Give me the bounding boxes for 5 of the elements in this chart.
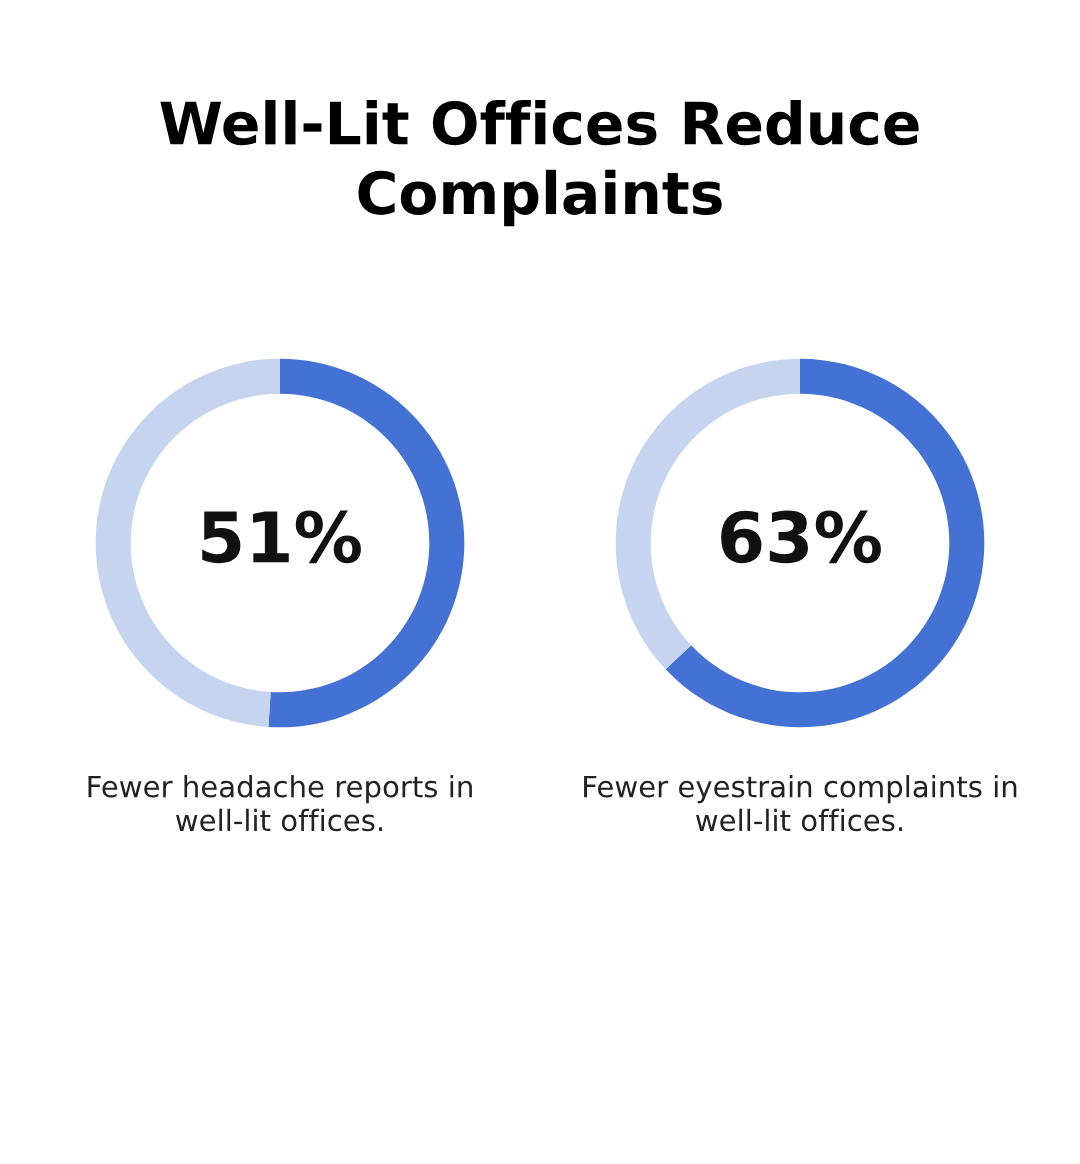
chart-title: Well-Lit Offices Reduce Complaints bbox=[160, 100, 919, 227]
text: Fewer eyestrain complaints in well-lit offices. bbox=[584, 775, 1017, 832]
text: Fewer headache reports in well-lit offices. bbox=[88, 775, 472, 832]
data-label: 63% bbox=[721, 510, 881, 564]
data-label: 51% bbox=[202, 510, 361, 564]
